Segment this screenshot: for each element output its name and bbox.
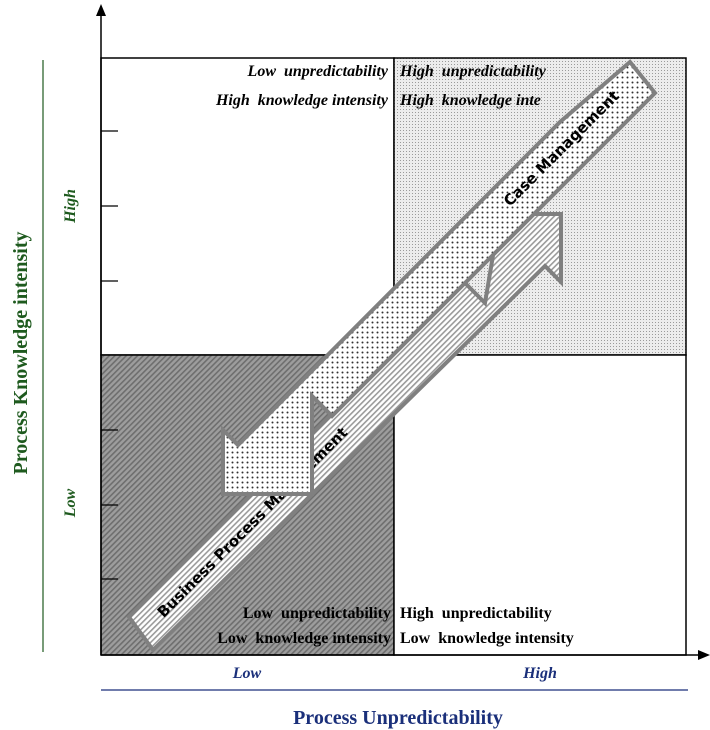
x-axis-level-low: Low [232, 665, 262, 682]
bpm-arrow [126, 212, 563, 654]
y-axis-level-high: High [62, 189, 79, 224]
quadrant-top-right-line1: High unpredictability [399, 63, 547, 80]
y-axis-ticks [101, 130, 118, 580]
x-axis-title: Process Unpredictability [293, 707, 503, 729]
quadrant-top-left [100, 57, 395, 356]
quadrant-bottom-left-line2: Low knowledge intensity [217, 630, 391, 647]
y-axis-level-low: Low [62, 488, 79, 518]
quadrant-bottom-right [393, 354, 687, 656]
quadrant-top-right-line2: High knowledge inte [399, 92, 541, 109]
case-management-arrow [221, 59, 658, 496]
y-axis-title: Process Knowledge intensity [10, 232, 32, 475]
x-axis-arrowhead [698, 650, 710, 660]
quadrant-bottom-right-line2: Low knowledge intensity [400, 630, 574, 647]
quadrant-top-left-line2: High knowledge intensity [215, 92, 389, 109]
quadrant-top-left-line1: Low unpredictability [247, 63, 389, 80]
quadrant-bottom-left-line1: Low unpredictability [243, 605, 391, 622]
x-axis-level-high: High [522, 665, 557, 682]
quadrant-bottom-right-line1: High unpredictability [400, 605, 552, 622]
y-axis-arrowhead [96, 4, 106, 16]
